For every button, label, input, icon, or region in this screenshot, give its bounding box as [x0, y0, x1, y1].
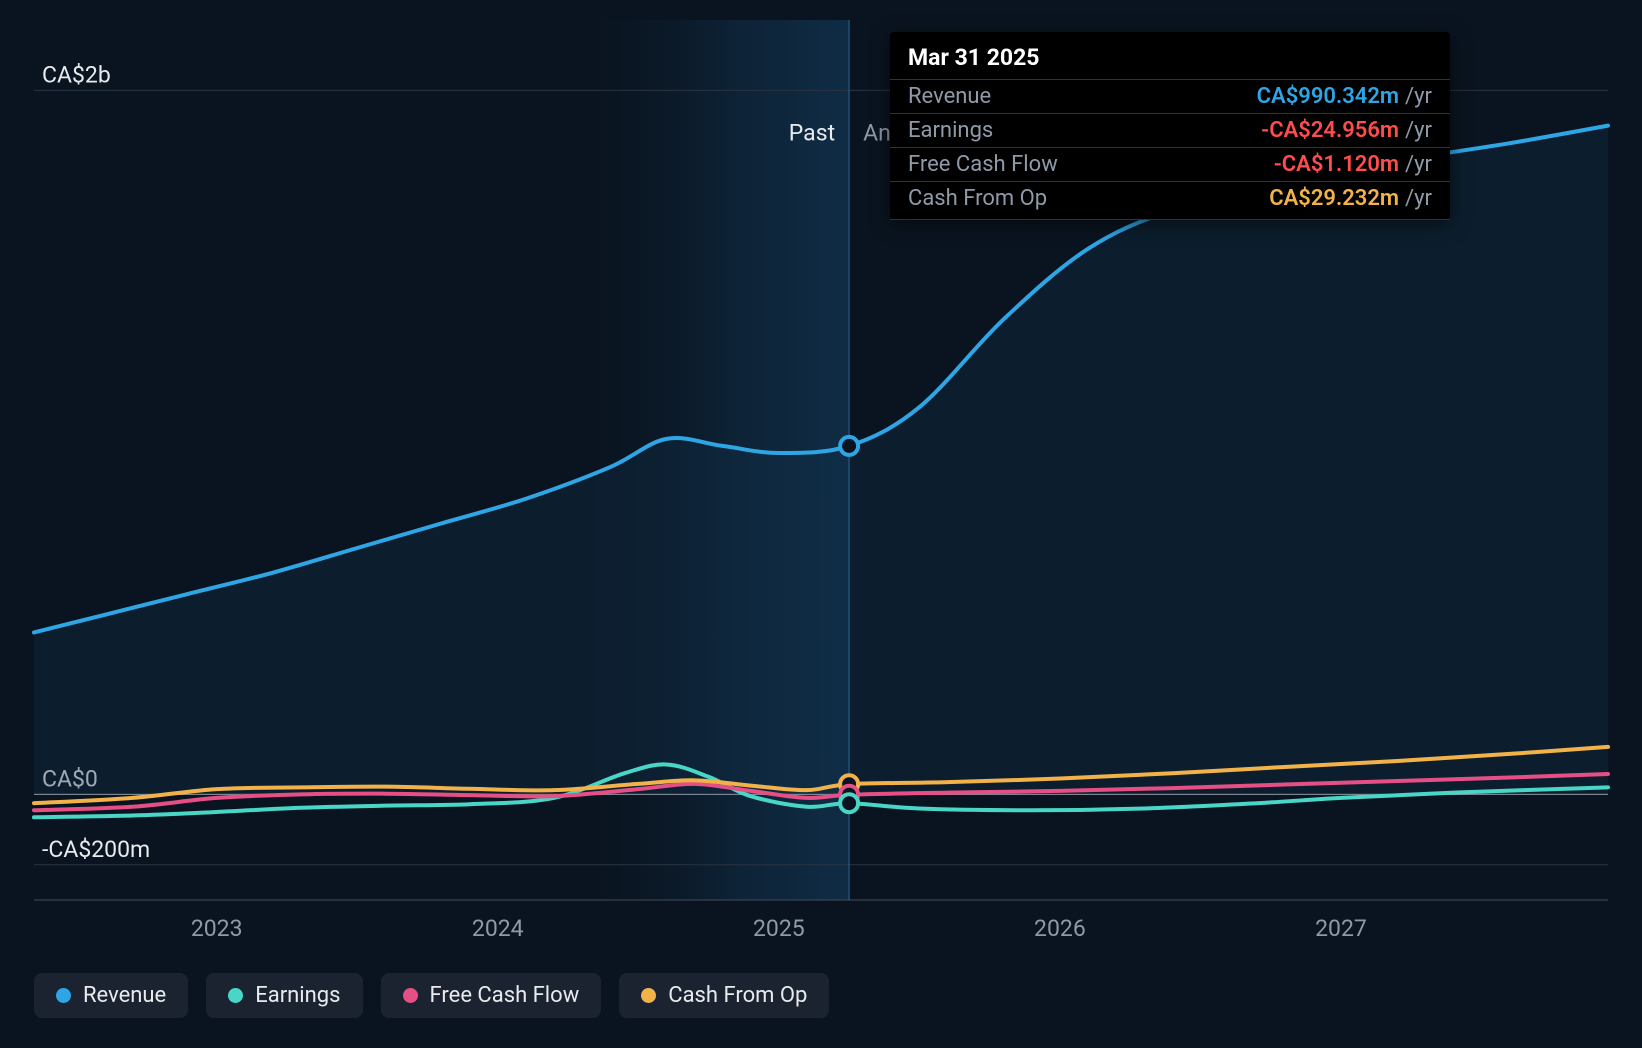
- tooltip-row: Cash From OpCA$29.232m/yr: [890, 181, 1450, 220]
- chart-legend: Revenue Earnings Free Cash Flow Cash From O…: [34, 973, 829, 1018]
- legend-label: Cash From Op: [668, 983, 807, 1008]
- legend-label: Free Cash Flow: [430, 983, 580, 1008]
- legend-label: Earnings: [255, 983, 340, 1008]
- x-tick-label: 2025: [753, 915, 805, 942]
- legend-item-cfo[interactable]: Cash From Op: [619, 973, 829, 1018]
- legend-dot-icon: [56, 988, 71, 1003]
- y-tick-label: -CA$200m: [42, 836, 150, 863]
- tooltip-unit: /yr: [1405, 152, 1432, 177]
- tooltip-row: Free Cash Flow-CA$1.120m/yr: [890, 147, 1450, 181]
- x-tick-label: 2026: [1034, 915, 1086, 942]
- legend-item-revenue[interactable]: Revenue: [34, 973, 188, 1018]
- x-tick-label: 2023: [191, 915, 243, 942]
- tooltip-metric-name: Cash From Op: [908, 186, 1269, 211]
- tooltip-unit: /yr: [1405, 118, 1432, 143]
- x-tick-label: 2027: [1315, 915, 1367, 942]
- tooltip-metric-name: Earnings: [908, 118, 1261, 143]
- y-tick-label: CA$2b: [42, 61, 111, 88]
- chart-tooltip: Mar 31 2025 RevenueCA$990.342m/yrEarning…: [890, 32, 1450, 220]
- marker-earnings: [840, 794, 858, 812]
- tooltip-metric-value: CA$29.232m: [1269, 186, 1399, 211]
- financials-chart: -CA$200mCA$0CA$2b20232024202520262027Pas…: [0, 0, 1642, 1048]
- legend-item-earnings[interactable]: Earnings: [206, 973, 362, 1018]
- tooltip-unit: /yr: [1405, 186, 1432, 211]
- legend-dot-icon: [641, 988, 656, 1003]
- tooltip-date: Mar 31 2025: [890, 42, 1450, 79]
- tooltip-metric-value: -CA$24.956m: [1261, 118, 1399, 143]
- legend-item-fcf[interactable]: Free Cash Flow: [381, 973, 602, 1018]
- x-tick-label: 2024: [472, 915, 524, 942]
- tooltip-metric-name: Revenue: [908, 84, 1257, 109]
- tooltip-metric-value: CA$990.342m: [1257, 84, 1399, 109]
- tooltip-unit: /yr: [1405, 84, 1432, 109]
- tooltip-metric-name: Free Cash Flow: [908, 152, 1274, 177]
- legend-label: Revenue: [83, 983, 166, 1008]
- legend-dot-icon: [228, 988, 243, 1003]
- marker-revenue: [840, 437, 858, 455]
- tooltip-row: Earnings-CA$24.956m/yr: [890, 113, 1450, 147]
- label-past: Past: [789, 119, 835, 146]
- tooltip-metric-value: -CA$1.120m: [1274, 152, 1399, 177]
- tooltip-row: RevenueCA$990.342m/yr: [890, 79, 1450, 113]
- legend-dot-icon: [403, 988, 418, 1003]
